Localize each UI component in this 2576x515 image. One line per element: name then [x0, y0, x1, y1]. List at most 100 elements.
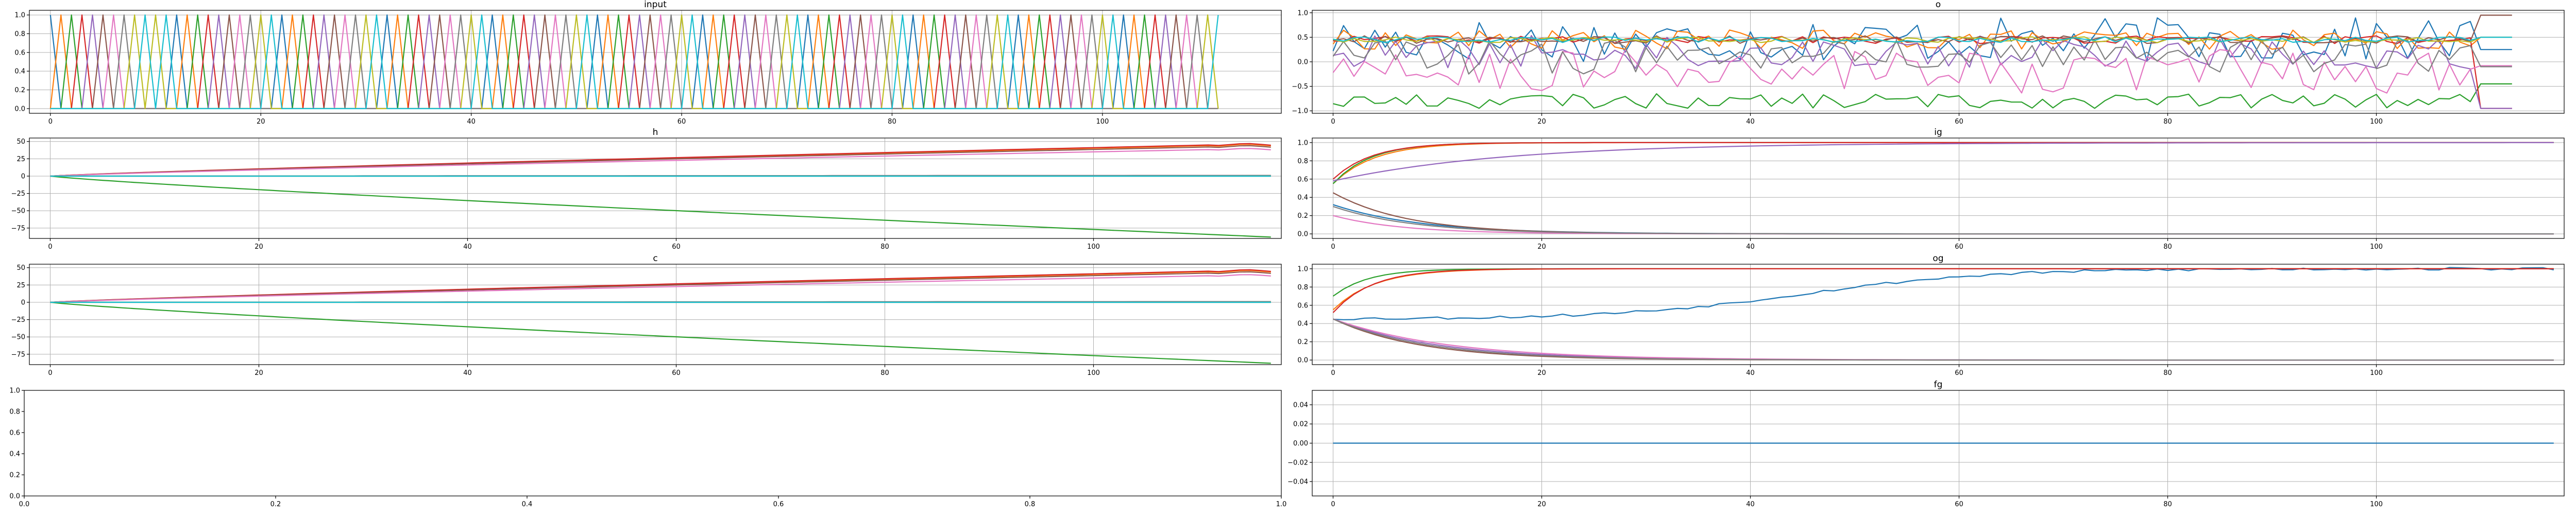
ytick-label-fg-0: −0.04: [1287, 478, 1308, 486]
xtick-label-fg-2: 40: [1746, 501, 1755, 508]
xtick-label-o-4: 80: [2163, 118, 2172, 126]
xtick-label-h-4: 80: [880, 243, 889, 251]
xtick-label-o-2: 40: [1746, 118, 1755, 126]
ytick-label-h-5: 50: [16, 138, 25, 146]
xtick-label-input-2: 40: [467, 118, 476, 126]
xtick-label-og-3: 60: [1955, 369, 1963, 377]
xtick-label-og-0: 0: [1331, 369, 1335, 377]
xtick-label-h-0: 0: [48, 243, 52, 251]
xtick-label-empty-4: 0.8: [1025, 501, 1036, 508]
panel-title-c: c: [653, 253, 657, 264]
ytick-label-input-1: 0.2: [14, 87, 25, 94]
xtick-label-fg-1: 20: [1537, 501, 1546, 508]
ytick-label-c-5: 50: [16, 264, 25, 272]
ytick-label-og-1: 0.2: [1297, 338, 1308, 346]
ytick-label-og-3: 0.6: [1297, 302, 1308, 310]
ytick-label-empty-4: 0.8: [9, 408, 20, 416]
xtick-label-h-5: 100: [1087, 243, 1100, 251]
ytick-label-empty-1: 0.2: [9, 472, 20, 479]
ytick-label-o-1: −0.5: [1292, 83, 1308, 91]
ytick-label-og-5: 1.0: [1297, 265, 1308, 273]
xtick-label-empty-3: 0.6: [773, 501, 784, 508]
xtick-label-c-5: 100: [1087, 369, 1100, 377]
ytick-label-fg-1: −0.02: [1287, 459, 1308, 467]
ytick-label-og-4: 0.8: [1297, 284, 1308, 291]
xtick-label-o-3: 60: [1955, 118, 1963, 126]
ytick-label-input-5: 1.0: [14, 12, 25, 20]
ytick-label-ig-2: 0.4: [1297, 194, 1308, 202]
ytick-label-input-2: 0.4: [14, 68, 25, 76]
xtick-label-c-4: 80: [880, 369, 889, 377]
panel-title-h: h: [653, 127, 658, 138]
ytick-label-input-4: 0.8: [14, 30, 25, 38]
ytick-label-c-1: −50: [11, 334, 25, 341]
xtick-label-o-1: 20: [1537, 118, 1546, 126]
ytick-label-o-4: 1.0: [1297, 9, 1308, 17]
ytick-label-ig-4: 0.8: [1297, 158, 1308, 165]
ytick-label-h-1: −50: [11, 208, 25, 215]
ytick-label-h-0: −75: [11, 225, 25, 232]
xtick-label-ig-0: 0: [1331, 243, 1335, 251]
xtick-label-o-5: 100: [2370, 118, 2383, 126]
ytick-label-o-3: 0.5: [1297, 34, 1308, 42]
xtick-label-h-3: 60: [672, 243, 681, 251]
ytick-label-c-4: 25: [16, 282, 25, 289]
xtick-label-empty-0: 0.0: [19, 501, 30, 508]
ytick-label-empty-2: 0.4: [9, 451, 20, 458]
xtick-label-input-0: 0: [48, 118, 53, 126]
xtick-label-og-5: 100: [2370, 369, 2383, 377]
ytick-label-h-3: 0: [21, 173, 25, 180]
xtick-label-h-1: 20: [255, 243, 263, 251]
xtick-label-og-2: 40: [1746, 369, 1755, 377]
ytick-label-og-0: 0.0: [1297, 357, 1308, 365]
xtick-label-ig-5: 100: [2370, 243, 2383, 251]
ytick-label-input-0: 0.0: [14, 105, 25, 113]
xtick-label-c-2: 40: [463, 369, 472, 377]
xtick-label-fg-0: 0: [1331, 501, 1335, 508]
xtick-label-c-1: 20: [255, 369, 263, 377]
xtick-label-fg-3: 60: [1955, 501, 1963, 508]
ytick-label-fg-3: 0.02: [1293, 421, 1308, 428]
xtick-label-fg-4: 80: [2163, 501, 2172, 508]
xtick-label-h-2: 40: [463, 243, 472, 251]
ytick-label-ig-0: 0.0: [1297, 231, 1308, 238]
ytick-label-h-4: 25: [16, 156, 25, 163]
xtick-label-o-0: 0: [1331, 118, 1335, 126]
ytick-label-fg-4: 0.04: [1293, 401, 1308, 409]
xtick-label-c-0: 0: [48, 369, 52, 377]
xtick-label-fg-5: 100: [2370, 501, 2383, 508]
xtick-label-empty-5: 1.0: [1276, 501, 1287, 508]
ytick-label-ig-5: 1.0: [1297, 139, 1308, 147]
ytick-label-empty-3: 0.6: [9, 430, 20, 437]
xtick-label-og-4: 80: [2163, 369, 2172, 377]
panel-title-ig: ig: [1934, 127, 1942, 138]
xtick-label-input-5: 100: [1096, 118, 1109, 126]
xtick-label-input-1: 20: [257, 118, 265, 126]
panel-title-input: input: [644, 0, 667, 10]
ytick-label-input-3: 0.6: [14, 49, 25, 57]
ytick-label-ig-3: 0.6: [1297, 176, 1308, 183]
xtick-label-c-3: 60: [672, 369, 681, 377]
ytick-label-empty-0: 0.0: [9, 493, 20, 501]
xtick-label-ig-4: 80: [2163, 243, 2172, 251]
ytick-label-og-2: 0.4: [1297, 320, 1308, 328]
ytick-label-empty-5: 1.0: [9, 387, 20, 395]
xtick-label-input-3: 60: [677, 118, 686, 126]
ytick-label-fg-2: 0.00: [1293, 440, 1308, 448]
ytick-label-h-2: −25: [11, 190, 25, 198]
xtick-label-empty-1: 0.2: [270, 501, 281, 508]
ytick-label-c-2: −25: [11, 316, 25, 324]
ytick-label-c-0: −75: [11, 351, 25, 358]
panel-title-og: og: [1933, 253, 1943, 264]
ytick-label-o-0: −1.0: [1292, 108, 1308, 115]
xtick-label-og-1: 20: [1537, 369, 1546, 377]
ytick-label-ig-1: 0.2: [1297, 212, 1308, 220]
panel-title-fg: fg: [1934, 380, 1943, 390]
xtick-label-ig-1: 20: [1537, 243, 1546, 251]
panel-title-o: o: [1936, 0, 1941, 10]
xtick-label-ig-2: 40: [1746, 243, 1755, 251]
xtick-label-ig-3: 60: [1955, 243, 1963, 251]
ytick-label-c-3: 0: [21, 299, 25, 306]
